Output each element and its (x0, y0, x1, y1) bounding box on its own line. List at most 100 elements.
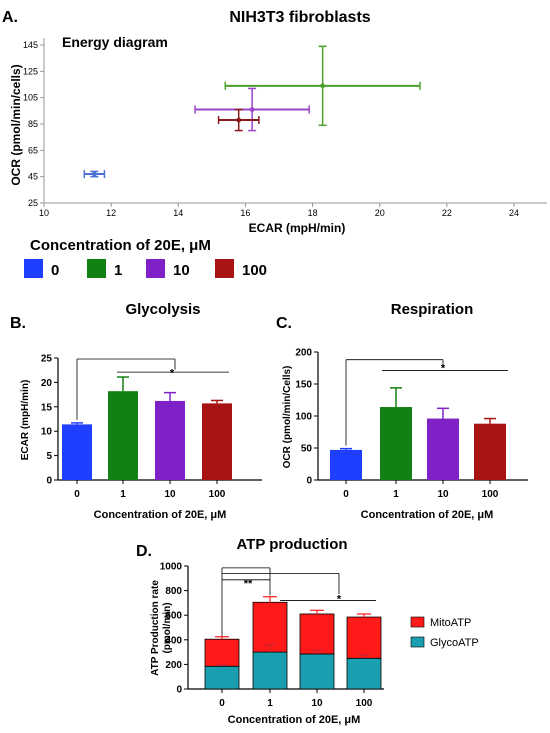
panel-c-respiration: C. Respiration Concentration of 20E, μM … (276, 301, 528, 521)
xtick-label: 10 (437, 489, 449, 500)
ytick-label: 0 (306, 476, 312, 487)
significance-stars: ** (244, 578, 253, 590)
legend-swatch (215, 259, 234, 278)
panel-a-point (320, 83, 326, 89)
panel-c-label: C. (276, 315, 292, 332)
ytick-label: 20 (41, 378, 53, 389)
bar (155, 400, 185, 480)
legend-label-glycoatp: GlycoATP (430, 637, 479, 649)
panel-a-ytick-label: 145 (23, 40, 38, 50)
panel-c-ylabel: OCR (pmol/min/Cells) (282, 366, 293, 469)
panel-a-energy-diagram: A. Energy diagram ECAR (mpH/min) OCR (pm… (2, 9, 547, 235)
panel-d-label: D. (136, 543, 152, 560)
bar-glycoatp (252, 651, 288, 690)
panel-a-ytick-label: 45 (28, 172, 38, 182)
panel-d-title: ATP production (236, 536, 347, 553)
ytick-label: 0 (46, 476, 52, 487)
bar-mitoatp (204, 638, 240, 667)
panel-d-ylabel-line1: ATP Production rate (150, 580, 161, 676)
ytick-label: 200 (165, 660, 182, 671)
bar (427, 418, 459, 480)
xtick-label: 100 (209, 489, 226, 500)
panel-a-xtick-label: 16 (240, 208, 250, 218)
panel-a-ytick-label: 25 (28, 198, 38, 208)
legend-label-mitoatp: MitoATP (430, 617, 471, 629)
panel-a-xtick-label: 20 (375, 208, 385, 218)
bar (202, 403, 232, 480)
panel-d-ylabel-line2: (pmol/min) (162, 602, 173, 653)
xtick-label: 10 (311, 698, 323, 709)
bar (474, 423, 506, 480)
bar-glycoatp (346, 657, 382, 690)
panel-b-label: B. (10, 315, 26, 332)
panel-a-xtick-label: 10 (39, 208, 49, 218)
panel-a-point (249, 107, 255, 112)
legend-title: Concentration of 20E, μM (30, 237, 211, 254)
legend-swatch (87, 259, 106, 278)
xtick-label: 100 (482, 489, 499, 500)
panel-b-glycolysis: B. Glycolysis Concentration of 20E, μM E… (10, 301, 262, 521)
panel-a-xtick-label: 22 (442, 208, 452, 218)
panel-a-ytick-label: 125 (23, 66, 38, 76)
panel-a-annotation: Energy diagram (62, 34, 168, 50)
legend-swatch-mitoatp (410, 616, 425, 628)
ytick-label: 200 (295, 348, 312, 359)
figure-title: NIH3T3 fibroblasts (229, 9, 370, 26)
xtick-label: 1 (267, 698, 273, 709)
significance-star: * (441, 363, 446, 375)
xtick-label: 1 (120, 489, 126, 500)
panel-a-xtick-label: 18 (308, 208, 318, 218)
panel-a-point (236, 117, 242, 123)
concentration-legend: Concentration of 20E, μM 0 1 10 100 (24, 237, 267, 279)
panel-a-ytick-label: 65 (28, 145, 38, 155)
panel-d-atp-production: D. ATP production Concentration of 20E, … (136, 536, 479, 726)
bar (380, 407, 412, 480)
panel-d-xlabel: Concentration of 20E, μM (228, 714, 361, 726)
bar (108, 391, 138, 480)
legend-item-label: 10 (173, 262, 190, 279)
panel-a-ytick-label: 105 (23, 93, 38, 103)
panel-b-ylabel: ECAR (mpH/min) (20, 380, 31, 461)
bar (62, 424, 92, 480)
legend-item-label: 100 (242, 262, 267, 279)
ytick-label: 150 (295, 380, 312, 391)
ytick-label: 1000 (160, 562, 183, 573)
bar-glycoatp (299, 653, 335, 690)
xtick-label: 1 (393, 489, 399, 500)
significance-star: * (337, 594, 342, 606)
ytick-label: 15 (41, 402, 53, 413)
bar-mitoatp (346, 616, 382, 659)
panel-a-point (91, 171, 97, 177)
panel-a-ytick-label: 85 (28, 119, 38, 129)
panel-a-xtick-label: 24 (509, 208, 519, 218)
xtick-label: 0 (219, 698, 225, 709)
legend-swatch (24, 259, 43, 278)
bar (330, 449, 362, 480)
panel-a-xlabel: ECAR (mpH/min) (249, 221, 346, 235)
panel-a-label: A. (2, 9, 18, 26)
ytick-label: 800 (165, 586, 182, 597)
bar-glycoatp (204, 665, 240, 690)
panel-c-xlabel: Concentration of 20E, μM (361, 509, 494, 521)
xtick-label: 0 (74, 489, 80, 500)
legend-item-label: 0 (51, 262, 59, 279)
legend-item-label: 1 (114, 262, 122, 279)
ytick-label: 10 (41, 427, 53, 438)
xtick-label: 100 (356, 698, 373, 709)
legend-swatch-glycoatp (410, 636, 425, 648)
ytick-label: 50 (301, 444, 313, 455)
panel-a-xtick-label: 12 (106, 208, 116, 218)
panel-c-title: Respiration (391, 301, 474, 318)
ytick-label: 600 (165, 611, 182, 622)
significance-star: * (170, 368, 175, 380)
ytick-label: 400 (165, 635, 182, 646)
ytick-label: 0 (176, 685, 182, 696)
ytick-label: 25 (41, 354, 53, 365)
xtick-label: 0 (343, 489, 349, 500)
ytick-label: 5 (46, 451, 52, 462)
ytick-label: 100 (295, 412, 312, 423)
xtick-label: 10 (164, 489, 176, 500)
legend-swatch (146, 259, 165, 278)
panel-b-xlabel: Concentration of 20E, μM (94, 509, 227, 521)
